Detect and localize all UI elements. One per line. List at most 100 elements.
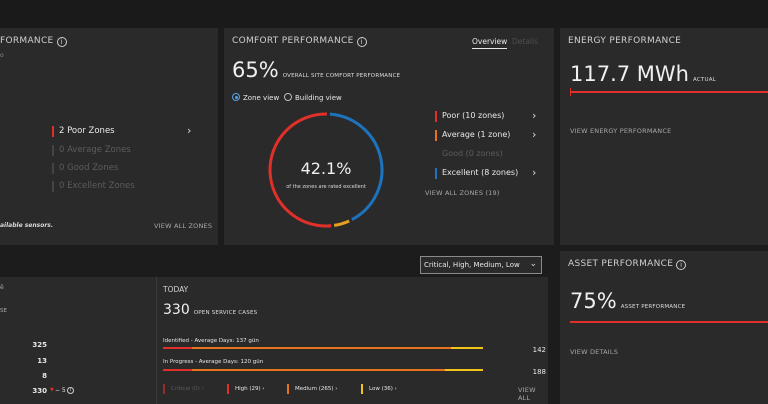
service-partial-header: ê — [0, 284, 4, 291]
radio-unselected-icon — [284, 93, 292, 101]
radio-label: Building view — [295, 94, 342, 102]
legend-color-bar — [435, 111, 437, 122]
tab-overview[interactable]: Overview — [472, 37, 508, 49]
legend-medium[interactable]: Medium (265) › — [287, 384, 338, 394]
energy-card: ENERGY PERFORMANCE 117.7 MWh ACTUAL VIEW … — [560, 28, 768, 245]
comfort-donut-chart: 42.1% of the zones are rated excellent — [268, 112, 384, 228]
bar-medium — [191, 369, 445, 371]
chevron-right-icon[interactable]: › — [532, 166, 537, 179]
severity-filter-dropdown[interactable]: Critical, High, Medium, Low ⌄ — [420, 256, 542, 274]
asset-value-row: 75% ASSET PERFORMANCE — [570, 289, 685, 313]
legend-swatch — [227, 384, 229, 394]
legend-low[interactable]: Low (36) › — [361, 384, 397, 394]
bar-high — [163, 369, 192, 371]
legend-label: Low (36) › — [369, 386, 397, 392]
donut-caption: of the zones are rated excellent — [286, 184, 366, 190]
legend-high[interactable]: High (29) › — [227, 384, 265, 394]
chevron-right-icon[interactable]: › — [532, 109, 537, 122]
legend-poor[interactable]: Poor (10 zones) — [435, 111, 505, 122]
zone-row-poor[interactable]: 2 Poor Zones — [52, 126, 115, 137]
tab-details[interactable]: Details — [512, 37, 539, 46]
service-card: ê SE 325 13 8 330 ▼ − 5 i TODAY 330 OPEN … — [0, 277, 548, 404]
delta-value: − 5 — [55, 387, 66, 394]
bar-low — [450, 347, 483, 349]
zone-row-label: 0 Average Zones — [59, 145, 131, 155]
asset-card: ASSET PERFORMANCE i 75% ASSET PERFORMANCE … — [560, 251, 768, 404]
view-energy-link[interactable]: VIEW ENERGY PERFORMANCE — [570, 127, 672, 135]
info-icon[interactable]: i — [356, 37, 367, 47]
comfort-value-label: OVERALL SITE COMFORT PERFORMANCE — [282, 73, 401, 79]
zone-color-bar — [52, 145, 54, 156]
view-details-link[interactable]: VIEW DETAILS — [570, 348, 619, 356]
chevron-right-icon[interactable]: › — [187, 124, 192, 137]
donut-segment-excellent — [329, 112, 384, 222]
open-cases-label: OPEN SERVICE CASES — [193, 310, 258, 316]
zone-color-bar — [52, 163, 54, 174]
left-value-1: 325 — [32, 341, 47, 349]
legend-label: Excellent (8 zones) — [442, 168, 519, 177]
chevron-down-icon: ⌄ — [529, 259, 537, 269]
in-progress-count: 188 — [532, 368, 546, 376]
legend-color-bar — [435, 149, 437, 160]
zone-row-label: 2 Poor Zones — [59, 126, 115, 136]
asset-value: 75% — [570, 289, 617, 313]
zones-footnote: ailable sensors. — [0, 222, 54, 229]
identified-label: Identified - Average Days: 137 gün — [163, 338, 259, 344]
legend-label: Medium (265) › — [295, 386, 338, 392]
radio-zone-view[interactable]: Zone view — [232, 93, 279, 102]
left-value-3: 8 — [42, 372, 47, 380]
in-progress-bar — [163, 369, 483, 371]
info-icon[interactable]: i — [56, 37, 67, 47]
energy-bar — [570, 91, 768, 93]
view-all-link[interactable]: VIEW ALL — [518, 386, 536, 402]
radio-building-view[interactable]: Building view — [284, 93, 342, 102]
legend-color-bar — [435, 168, 437, 179]
comfort-value: 65% — [232, 58, 279, 82]
zone-row-label: 0 Excellent Zones — [59, 181, 135, 191]
info-icon[interactable]: i — [676, 260, 687, 270]
view-all-zones-link[interactable]: VIEW ALL ZONES — [154, 222, 213, 230]
today-label: TODAY — [163, 285, 189, 294]
energy-unit: ACTUAL — [693, 77, 716, 83]
asset-title: ASSET PERFORMANCE — [568, 259, 674, 269]
energy-title: ENERGY PERFORMANCE — [568, 36, 682, 46]
identified-bar — [163, 347, 483, 349]
legend-label: Poor (10 zones) — [442, 111, 505, 120]
bar-medium — [191, 347, 451, 349]
legend-label: High (29) › — [235, 386, 265, 392]
left-value-2: 13 — [37, 357, 47, 365]
asset-value-label: ASSET PERFORMANCE — [620, 304, 686, 310]
zone-row-good: 0 Good Zones — [52, 163, 118, 174]
left-value-total: 330 — [32, 387, 47, 395]
chevron-right-icon[interactable]: › — [532, 128, 537, 141]
legend-average[interactable]: Average (1 zone) — [435, 130, 510, 141]
top-bar — [0, 0, 768, 27]
zone-color-bar — [52, 181, 54, 192]
delta-down-icon: ▼ — [50, 387, 54, 393]
open-cases-count: 330 — [163, 302, 190, 318]
identified-count: 142 — [532, 346, 546, 354]
donut-segment-average — [333, 219, 350, 227]
view-all-zones-19-link[interactable]: VIEW ALL ZONES (19) — [425, 189, 500, 197]
legend-excellent[interactable]: Excellent (8 zones) — [435, 168, 519, 179]
zone-row-average: 0 Average Zones — [52, 145, 131, 156]
info-icon[interactable]: i — [67, 387, 74, 394]
service-partial-label: SE — [0, 308, 7, 314]
donut-value: 42.1% — [301, 159, 352, 178]
in-progress-label: In Progress - Average Days: 120 gün — [163, 359, 264, 365]
zones-card-marker: o — [0, 52, 4, 59]
bar-high — [163, 347, 192, 349]
legend-critical: Critical (0) › — [163, 384, 204, 394]
energy-value: 117.7 MWh — [570, 62, 689, 86]
donut-segment-poor — [268, 112, 332, 228]
legend-label: Good (0 zones) — [442, 149, 503, 158]
zones-card: FORMANCE i o 2 Poor Zones › 0 Average Zon… — [0, 28, 218, 245]
comfort-big-value: 65% OVERALL SITE COMFORT PERFORMANCE — [232, 58, 400, 82]
zone-color-bar — [52, 126, 54, 137]
legend-color-bar — [435, 130, 437, 141]
zones-card-title: FORMANCE — [0, 36, 54, 46]
legend-swatch — [287, 384, 289, 394]
legend-label: Critical (0) › — [171, 386, 204, 392]
asset-progress-bar — [570, 321, 768, 323]
legend-swatch — [361, 384, 363, 394]
